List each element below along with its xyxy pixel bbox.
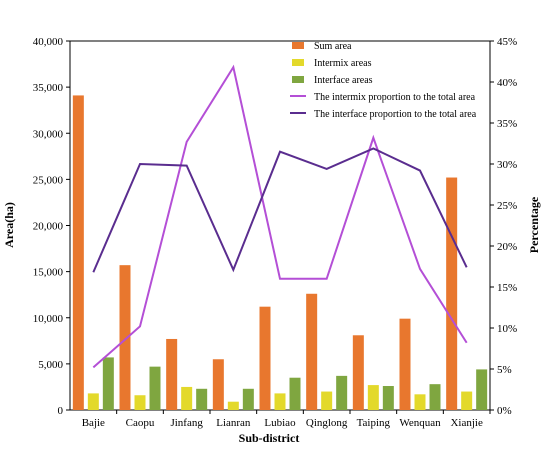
series-line (92, 147, 468, 273)
right-axis-tick-label: 15% (497, 282, 517, 294)
bar (367, 385, 379, 410)
right-axis-tick-label: 45% (497, 36, 517, 48)
legend-label: Interface areas (314, 75, 373, 86)
bar (476, 369, 488, 410)
legend: Sum area Intermix areas Interface areas The… (290, 41, 477, 120)
x-axis-tick-label: Wenquan (399, 417, 441, 429)
bar (274, 393, 286, 410)
legend-label: Intermix areas (314, 58, 372, 69)
right-axis-tick-label: 25% (497, 200, 517, 212)
bar-series-group (72, 95, 488, 411)
bar (352, 335, 364, 410)
bar (446, 177, 458, 410)
legend-label: The intermix proportion to the total are… (314, 92, 476, 103)
line-series-group (92, 64, 468, 369)
x-axis-title: Sub-district (239, 431, 300, 445)
left-axis-tick-label: 25,000 (33, 174, 64, 186)
legend-swatch (292, 42, 304, 49)
legend-swatch (292, 76, 304, 83)
bar (429, 384, 441, 410)
x-axis-tick-label: Lianran (216, 417, 251, 429)
bar (181, 386, 193, 410)
x-axis: Bajie Caopu Jinfang Lianran Lubiao Qinglong Ta… (82, 410, 491, 429)
x-axis-tick-label: Xianjie (450, 417, 482, 429)
x-axis-tick-label: Taiping (357, 417, 391, 429)
right-axis: 0% 5% 10% 15% 20% 25% 30% 35% 40% 45% (490, 36, 517, 417)
bar (336, 375, 348, 410)
x-axis-tick-label: Lubiao (264, 417, 296, 429)
right-axis-tick-label: 35% (497, 118, 517, 130)
legend-label: The interface proportion to the total ar… (314, 109, 477, 120)
left-axis-tick-label: 30,000 (33, 128, 64, 140)
right-axis-tick-label: 40% (497, 77, 517, 89)
bar (166, 338, 178, 410)
x-axis-tick-label: Jinfang (170, 417, 203, 429)
bar (72, 95, 84, 411)
x-axis-tick-label: Caopu (126, 417, 155, 429)
left-axis-tick-label: 5,000 (38, 359, 63, 371)
bar (414, 394, 426, 410)
bar (212, 359, 224, 410)
left-axis-tick-label: 10,000 (33, 313, 64, 325)
left-axis-tick-label: 40,000 (33, 36, 64, 48)
bar (119, 265, 131, 410)
bar (149, 366, 161, 410)
right-axis-tick-label: 5% (497, 364, 512, 376)
x-axis-tick-label: Qinglong (306, 417, 348, 429)
left-axis-tick-label: 15,000 (33, 267, 64, 279)
right-axis-tick-label: 10% (497, 323, 517, 335)
left-axis-title: Area(ha) (2, 202, 16, 248)
bar (196, 388, 208, 410)
right-axis-title: Percentage (527, 196, 541, 253)
left-axis-tick-label: 20,000 (33, 221, 64, 233)
legend-swatch (292, 59, 304, 66)
left-axis-tick-label: 0 (58, 405, 64, 417)
bar (382, 386, 394, 410)
series-line (92, 64, 468, 369)
bar (134, 395, 146, 410)
bar (102, 357, 114, 410)
right-axis-tick-label: 30% (497, 159, 517, 171)
left-axis-tick-label: 35,000 (33, 82, 64, 94)
bar (87, 393, 99, 410)
bar (461, 391, 473, 410)
bar (227, 401, 239, 410)
bar (289, 377, 301, 410)
bar (321, 391, 333, 410)
legend-label: Sum area (314, 41, 352, 52)
right-axis-tick-label: 0% (497, 405, 512, 417)
right-axis-tick-label: 20% (497, 241, 517, 253)
x-axis-tick-label: Bajie (82, 417, 105, 429)
left-axis: 0 5,000 10,000 15,000 20,000 25,000 30,000 35,0… (33, 36, 70, 417)
bar (242, 388, 254, 410)
bar (259, 306, 271, 410)
bar (399, 318, 411, 410)
bar (306, 293, 318, 410)
